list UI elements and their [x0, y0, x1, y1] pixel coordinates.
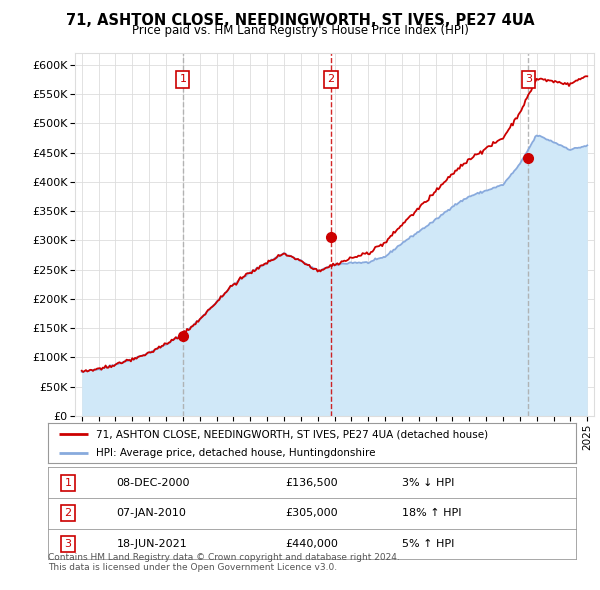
Text: This data is licensed under the Open Government Licence v3.0.: This data is licensed under the Open Gov…: [48, 563, 337, 572]
Text: £305,000: £305,000: [286, 509, 338, 518]
Text: 3: 3: [525, 74, 532, 84]
Text: 18-JUN-2021: 18-JUN-2021: [116, 539, 187, 549]
Text: Price paid vs. HM Land Registry's House Price Index (HPI): Price paid vs. HM Land Registry's House …: [131, 24, 469, 37]
Text: Contains HM Land Registry data © Crown copyright and database right 2024.: Contains HM Land Registry data © Crown c…: [48, 553, 400, 562]
Text: 07-JAN-2010: 07-JAN-2010: [116, 509, 187, 518]
Text: 08-DEC-2000: 08-DEC-2000: [116, 478, 190, 487]
Text: 1: 1: [65, 478, 71, 487]
Text: 2: 2: [328, 74, 335, 84]
Text: HPI: Average price, detached house, Huntingdonshire: HPI: Average price, detached house, Hunt…: [95, 448, 375, 458]
Text: 2: 2: [65, 509, 71, 518]
Text: 3: 3: [65, 539, 71, 549]
Text: 3% ↓ HPI: 3% ↓ HPI: [402, 478, 454, 487]
Text: 18% ↑ HPI: 18% ↑ HPI: [402, 509, 461, 518]
Text: 1: 1: [179, 74, 187, 84]
Text: £136,500: £136,500: [286, 478, 338, 487]
Text: £440,000: £440,000: [286, 539, 338, 549]
Text: 71, ASHTON CLOSE, NEEDINGWORTH, ST IVES, PE27 4UA: 71, ASHTON CLOSE, NEEDINGWORTH, ST IVES,…: [65, 13, 535, 28]
Text: 71, ASHTON CLOSE, NEEDINGWORTH, ST IVES, PE27 4UA (detached house): 71, ASHTON CLOSE, NEEDINGWORTH, ST IVES,…: [95, 430, 488, 440]
Text: 5% ↑ HPI: 5% ↑ HPI: [402, 539, 454, 549]
